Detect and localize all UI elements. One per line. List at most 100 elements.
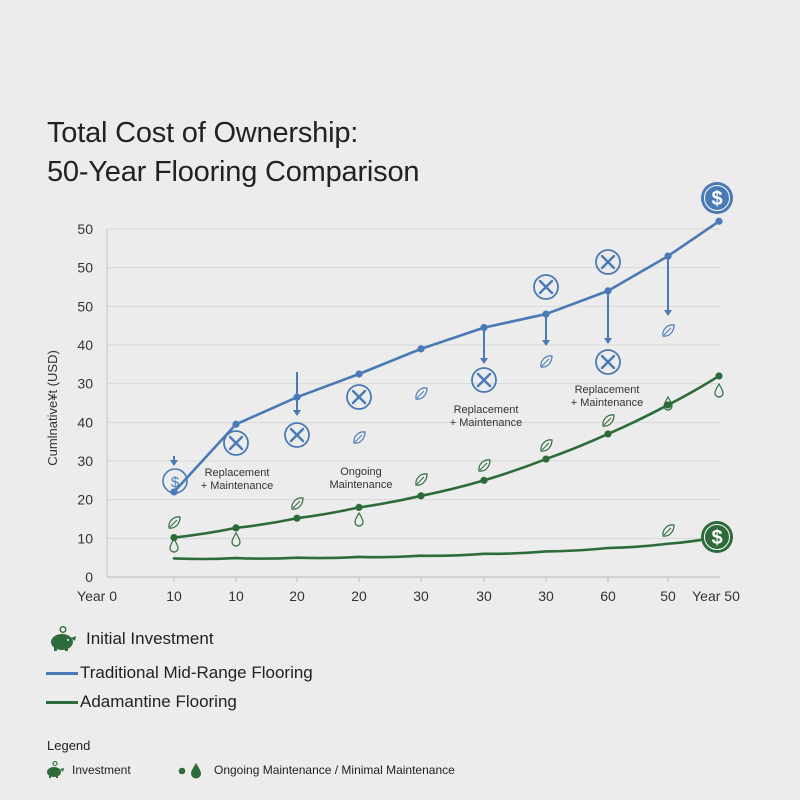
leaf-icon (415, 387, 428, 400)
arrow-head (542, 340, 550, 346)
annotation-line: Ongoing (340, 466, 382, 478)
annotation-line: Replacement (575, 384, 640, 396)
gridlines (107, 228, 720, 578)
data-point-adamantine (417, 492, 425, 500)
drop-icon (169, 537, 179, 553)
y-tick-label: 50 (77, 260, 93, 276)
data-point-adamantine (293, 514, 301, 522)
data-point-adamantine (604, 430, 612, 438)
x-tick-label: 30 (476, 588, 492, 604)
x-tick-label: 20 (289, 588, 305, 604)
arrow-head (293, 410, 301, 416)
chart-title-line-2: 50-Year Flooring Comparison (47, 156, 420, 188)
data-point-adamantine (542, 455, 550, 463)
data-point-adamantine (715, 372, 723, 380)
legend-small-item-investment: Investment (44, 760, 131, 780)
data-point-traditional (542, 310, 550, 318)
data-point-traditional (604, 287, 612, 295)
piggy-bank-icon (51, 626, 76, 651)
annotation-line: Replacement (205, 467, 270, 479)
leaf-icon (662, 524, 675, 537)
x-tick-label: 30 (413, 588, 429, 604)
legend-item-initial-investment[interactable]: Initial Investment (46, 624, 214, 654)
tools-icon (346, 384, 372, 410)
arrow-head (480, 358, 488, 364)
tools-icon (284, 422, 310, 448)
legend-small-item-maintenance: Ongoing Maintenance / Minimal Maintenanc… (176, 760, 455, 780)
x-tick-label: Year 50 (692, 588, 740, 604)
leaf-icon (540, 439, 553, 452)
annotation-label: Ongoing Maintenance (330, 466, 393, 491)
x-tick-label: 50 (660, 588, 676, 604)
axes: 0 10 20 30 40 30 40 50 50 50 Cumlnative¥t (USD) Yea… (45, 221, 740, 604)
chart-title-line-1: Total Cost of Ownership: (47, 117, 359, 149)
x-tick-label: 30 (538, 588, 554, 604)
legend-swatch-traditional (46, 671, 78, 675)
arrow-head (664, 310, 672, 316)
tools-icon (595, 349, 621, 375)
arrow-head (604, 338, 612, 344)
drop-icon (354, 511, 364, 527)
tools-icon (595, 249, 621, 275)
drop-icon (714, 382, 724, 398)
drop-icon (663, 395, 673, 411)
annotation-line: Replacement (454, 404, 519, 416)
leaf-icon (353, 431, 366, 444)
annotation-line: + Maintenance (571, 397, 643, 409)
data-point-traditional (355, 370, 363, 378)
y-tick-label: 50 (77, 298, 93, 314)
data-point-adamantine (232, 524, 240, 532)
legend-label-initial-investment: Initial Investment (86, 629, 214, 648)
annotation-label: Replacement + Maintenance (450, 404, 522, 429)
legend-item-traditional[interactable]: Traditional Mid-Range Flooring (46, 658, 313, 688)
drop-icon (178, 763, 201, 779)
leaf-icon (602, 414, 615, 427)
svg-text:$: $ (171, 474, 180, 491)
dollar-icon: $ (701, 182, 733, 214)
data-point-adamantine (664, 401, 672, 409)
leaf-icon (662, 324, 675, 337)
legend-small-label-maintenance: Ongoing Maintenance / Minimal Maintenanc… (214, 763, 455, 777)
leaf-icon (168, 516, 181, 529)
data-point-traditional (417, 345, 425, 353)
series-line-adamantine (172, 374, 721, 539)
leaf-icon (478, 459, 491, 472)
x-tick-label: 10 (228, 588, 244, 604)
data-point-adamantine (480, 476, 488, 484)
piggy-bank-icon (47, 761, 64, 778)
y-tick-label: 40 (77, 414, 93, 430)
svg-text:$: $ (711, 527, 722, 549)
series-line-traditional (172, 219, 721, 494)
data-point-adamantine (170, 533, 178, 542)
dollar-icon: $ (701, 521, 733, 553)
y-tick-label: 30 (77, 376, 93, 392)
series-layer (170, 217, 723, 561)
series-line-initial-investment (172, 535, 721, 561)
data-point-adamantine (355, 503, 363, 511)
y-tick-label: 20 (77, 492, 93, 508)
annotation-label: Replacement + Maintenance (571, 384, 643, 409)
chart-title: Total Cost of Ownership: 50-Year Floorin… (47, 114, 607, 192)
y-tick-label: 50 (77, 221, 93, 237)
leaf-icon (291, 497, 304, 510)
legend-swatch-adamantine (46, 700, 78, 704)
y-tick-label: 30 (77, 453, 93, 469)
x-tick-label: Year 0 (77, 588, 117, 604)
y-tick-label: 40 (77, 337, 93, 353)
legend-label-adamantine: Adamantine Flooring (80, 692, 237, 711)
tools-icon (223, 430, 249, 456)
y-tick-label: 10 (77, 530, 93, 546)
legend-small-title: Legend (47, 738, 91, 753)
legend-item-adamantine[interactable]: Adamantine Flooring (46, 687, 237, 717)
y-tick-label: 0 (85, 569, 93, 585)
annotation-label: Replacement + Maintenance (201, 467, 273, 492)
legend-small-label-investment: Investment (72, 763, 131, 777)
legend-label-traditional: Traditional Mid-Range Flooring (80, 663, 313, 682)
data-point-traditional (232, 420, 240, 428)
leaf-icon (540, 355, 553, 368)
tools-icon (471, 367, 497, 393)
annotation-line: Maintenance (330, 479, 393, 491)
annotation-icons: $ $ $ (162, 182, 733, 553)
line-chart: 0 10 20 30 40 30 40 50 50 50 Cumlnative¥t (USD) Yea… (45, 182, 740, 604)
